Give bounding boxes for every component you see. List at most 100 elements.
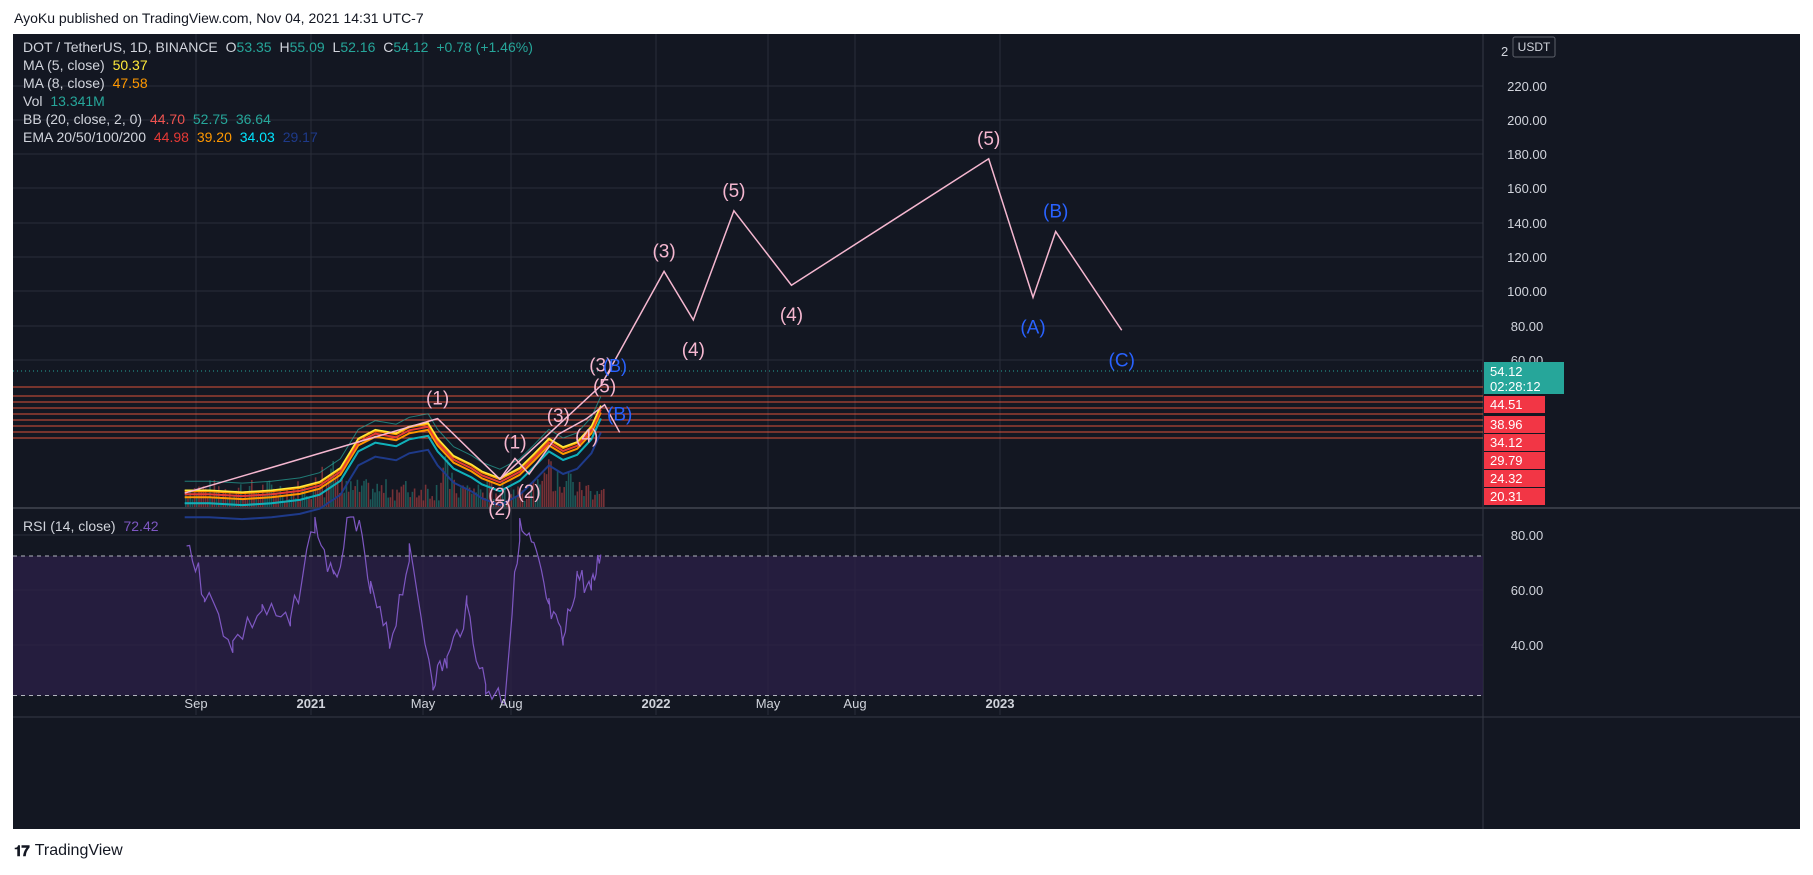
wave-primary-label-7: (4) <box>780 305 803 326</box>
volume-bar <box>574 495 576 507</box>
volume-bar <box>444 456 447 507</box>
x-tick-label: Aug <box>499 696 522 711</box>
volume-bar <box>189 491 191 507</box>
y-tick-label: 220.00 <box>1507 79 1547 94</box>
volume-bar <box>541 480 543 507</box>
volume-bar <box>554 490 557 507</box>
wave-sub-line <box>499 403 621 480</box>
last-price-box <box>1484 362 1564 394</box>
volume-bar <box>292 488 295 507</box>
volume-bar <box>363 480 365 507</box>
volume-bar <box>576 491 579 507</box>
volume-bar <box>471 493 473 507</box>
price-level-box <box>1484 396 1545 413</box>
volume-bar <box>237 487 240 507</box>
volume-bar <box>336 468 339 507</box>
volume-bar <box>207 497 209 507</box>
chart-canvas[interactable]: (1)(2)(3)(3)(4)(5)(4)(5)(A)(B)(C)(2)(1)(… <box>13 34 1800 829</box>
legend-rsi-label[interactable]: RSI (14, close) <box>23 518 116 534</box>
volume-bar <box>328 475 330 507</box>
wave-primary-label-4: (3) <box>652 241 675 262</box>
legend-bb-label[interactable]: BB (20, close, 2, 0) <box>23 111 143 127</box>
legend-bb-upper: 52.75 <box>192 111 228 127</box>
volume-bar <box>319 487 321 507</box>
volume-bar <box>581 490 583 507</box>
volume-bar <box>361 485 363 507</box>
legend-rsi-row: RSI (14, close) 72.42 <box>23 518 163 534</box>
legend-high-label: H <box>279 39 290 55</box>
volume-bar <box>420 489 422 507</box>
wave-sub-label-0: (2) <box>488 485 511 506</box>
footer: 𝟏𝟕 TradingView <box>14 842 123 860</box>
price-level-box <box>1484 470 1545 487</box>
volume-bar <box>468 487 471 507</box>
volume-bar <box>510 494 513 507</box>
volume-bar <box>427 488 429 507</box>
volume-bar <box>409 497 411 507</box>
volume-bar <box>567 472 570 507</box>
wave-primary-label-6: (5) <box>722 181 745 202</box>
rsi-y-tick-label: 80.00 <box>1511 528 1544 543</box>
volume-bar <box>453 479 455 507</box>
volume-bar <box>242 498 244 507</box>
volume-bar <box>422 500 425 507</box>
volume-bar <box>367 482 370 507</box>
volume-bar <box>284 500 286 507</box>
legend-bb-lower: 36.64 <box>235 111 271 127</box>
volume-bar <box>521 490 524 507</box>
legend-ma8-value: 47.58 <box>112 75 148 91</box>
volume-bar <box>473 488 475 507</box>
volume-bar <box>442 467 444 507</box>
volume-bar <box>380 485 383 507</box>
volume-bar <box>440 482 442 507</box>
volume-bar <box>435 484 438 507</box>
tradingview-logo-icon[interactable]: 𝟏𝟕 <box>14 842 30 860</box>
volume-bar <box>290 490 293 507</box>
y-tick-label: 120.00 <box>1507 250 1547 265</box>
volume-bar <box>389 497 392 507</box>
rsi-band <box>13 556 1483 696</box>
chart-panel[interactable]: (1) (2) (3) (3) (4) (5) (4) (5) (A) (B) (C) (2) (1)(… <box>13 34 1800 829</box>
volume-bar <box>286 488 288 507</box>
volume-bar <box>185 490 187 507</box>
volume-bar <box>499 493 502 507</box>
volume-bar <box>457 497 460 507</box>
volume-bar <box>556 470 559 507</box>
legend-symbol[interactable]: DOT / TetherUS, 1D, BINANCE <box>23 39 218 55</box>
wave-sub-label-4: (4) <box>575 427 598 448</box>
price-level-box <box>1484 488 1545 505</box>
volume-bar <box>600 490 603 507</box>
volume-bar <box>565 480 568 507</box>
footer-brand[interactable]: TradingView <box>34 842 123 859</box>
legend-open: 53.35 <box>236 39 272 55</box>
wave-primary-label-1: (1) <box>426 389 449 410</box>
legend-ma8-label[interactable]: MA (8, close) <box>23 75 105 91</box>
volume-bar <box>418 495 420 507</box>
legend-vol-value: 13.341M <box>50 93 105 109</box>
price-level-box <box>1484 434 1545 451</box>
last-price-value: 54.12 <box>1490 364 1523 379</box>
rsi-y-tick-label: 40.00 <box>1511 638 1544 653</box>
volume-bar <box>506 499 508 507</box>
bb-lower-line <box>184 418 602 506</box>
legend-vol-label[interactable]: Vol <box>23 93 43 109</box>
volume-bar <box>583 496 585 507</box>
volume-bar <box>433 500 436 507</box>
y-tick-label: 200.00 <box>1507 113 1547 128</box>
volume-bar <box>545 474 548 507</box>
volume-bar <box>559 486 561 507</box>
legend-ma5-label[interactable]: MA (5, close) <box>23 57 105 73</box>
x-tick-label: 2022 <box>642 696 671 711</box>
volume-bar <box>464 488 466 507</box>
volume-bar <box>508 497 510 507</box>
volume-bar <box>295 498 297 507</box>
volume-bar <box>563 487 565 507</box>
volume-bar <box>220 497 222 507</box>
volume-bar <box>325 484 328 507</box>
volume-bar <box>308 497 310 507</box>
volume-bar <box>539 484 541 507</box>
legend-ema-label[interactable]: EMA 20/50/100/200 <box>23 129 146 145</box>
legend-ema-row: EMA 20/50/100/200 44.98 39.20 34.03 29.1… <box>23 129 322 145</box>
volume-bar <box>497 495 499 507</box>
legend-symbol-row: DOT / TetherUS, 1D, BINANCE O53.35 H55.0… <box>23 39 537 55</box>
